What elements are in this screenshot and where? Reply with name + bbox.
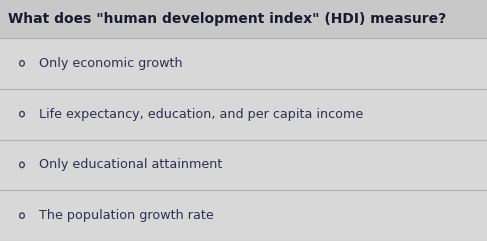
Text: Only educational attainment: Only educational attainment	[39, 158, 223, 171]
Text: The population growth rate: The population growth rate	[39, 209, 214, 222]
Text: What does "human development index" (HDI) measure?: What does "human development index" (HDI…	[8, 12, 446, 26]
Text: Only economic growth: Only economic growth	[39, 57, 183, 70]
FancyBboxPatch shape	[0, 0, 487, 38]
Text: Life expectancy, education, and per capita income: Life expectancy, education, and per capi…	[39, 108, 363, 121]
